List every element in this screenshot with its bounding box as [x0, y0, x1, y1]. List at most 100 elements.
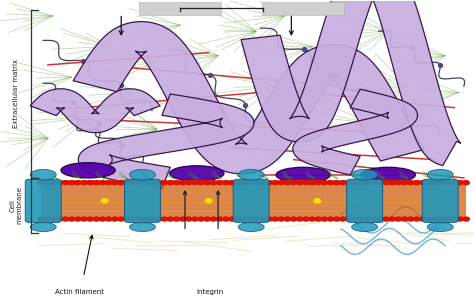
- Circle shape: [241, 181, 247, 185]
- Circle shape: [155, 181, 161, 185]
- FancyBboxPatch shape: [233, 179, 269, 222]
- Ellipse shape: [61, 163, 115, 178]
- Circle shape: [303, 181, 309, 185]
- Circle shape: [395, 217, 401, 221]
- Circle shape: [100, 181, 106, 185]
- Ellipse shape: [361, 167, 415, 183]
- Circle shape: [155, 217, 161, 221]
- Circle shape: [173, 181, 180, 185]
- Circle shape: [180, 181, 186, 185]
- Circle shape: [315, 181, 321, 185]
- Circle shape: [254, 181, 260, 185]
- Circle shape: [124, 217, 130, 221]
- Circle shape: [161, 217, 167, 221]
- Polygon shape: [241, 0, 461, 165]
- Circle shape: [389, 181, 395, 185]
- Circle shape: [340, 181, 346, 185]
- Circle shape: [432, 217, 438, 221]
- Circle shape: [420, 181, 426, 185]
- Ellipse shape: [352, 169, 378, 180]
- Circle shape: [210, 181, 217, 185]
- Circle shape: [346, 217, 352, 221]
- Circle shape: [408, 181, 414, 185]
- Circle shape: [340, 217, 346, 221]
- Circle shape: [167, 217, 173, 221]
- Circle shape: [223, 181, 229, 185]
- Circle shape: [44, 217, 50, 221]
- Circle shape: [87, 217, 93, 221]
- Circle shape: [315, 217, 321, 221]
- Circle shape: [106, 181, 112, 185]
- Ellipse shape: [427, 169, 453, 180]
- Circle shape: [266, 181, 272, 185]
- Ellipse shape: [238, 222, 264, 231]
- Circle shape: [137, 217, 143, 221]
- Ellipse shape: [129, 169, 155, 180]
- Ellipse shape: [276, 167, 330, 183]
- Circle shape: [229, 217, 235, 221]
- Circle shape: [50, 217, 56, 221]
- Circle shape: [93, 217, 100, 221]
- Circle shape: [321, 181, 328, 185]
- Circle shape: [69, 217, 75, 221]
- Circle shape: [420, 217, 426, 221]
- Circle shape: [395, 181, 401, 185]
- Circle shape: [198, 181, 204, 185]
- Circle shape: [149, 217, 155, 221]
- Circle shape: [130, 217, 137, 221]
- Circle shape: [241, 217, 247, 221]
- Circle shape: [377, 217, 383, 221]
- Circle shape: [186, 181, 192, 185]
- Ellipse shape: [352, 222, 378, 231]
- Circle shape: [284, 181, 291, 185]
- Polygon shape: [30, 89, 160, 133]
- Circle shape: [56, 181, 63, 185]
- Circle shape: [291, 181, 297, 185]
- Circle shape: [401, 181, 408, 185]
- Circle shape: [328, 217, 334, 221]
- Ellipse shape: [30, 222, 56, 231]
- Circle shape: [401, 217, 408, 221]
- Circle shape: [414, 181, 420, 185]
- Circle shape: [38, 181, 44, 185]
- Text: Actin filament: Actin filament: [55, 289, 104, 295]
- Circle shape: [254, 217, 260, 221]
- Circle shape: [309, 181, 315, 185]
- Circle shape: [426, 181, 432, 185]
- Circle shape: [463, 217, 469, 221]
- Circle shape: [377, 181, 383, 185]
- Circle shape: [204, 217, 210, 221]
- Text: Extracellular matrix: Extracellular matrix: [13, 59, 19, 128]
- Circle shape: [247, 217, 254, 221]
- Circle shape: [365, 217, 371, 221]
- Circle shape: [247, 181, 254, 185]
- Circle shape: [309, 217, 315, 221]
- Circle shape: [81, 217, 87, 221]
- Polygon shape: [78, 94, 254, 188]
- Polygon shape: [293, 89, 418, 175]
- Circle shape: [217, 217, 223, 221]
- Circle shape: [371, 217, 377, 221]
- FancyBboxPatch shape: [139, 2, 221, 15]
- Circle shape: [291, 217, 297, 221]
- Circle shape: [124, 181, 130, 185]
- Bar: [41, 180, 466, 221]
- Circle shape: [314, 199, 320, 203]
- Circle shape: [266, 217, 272, 221]
- Circle shape: [284, 217, 291, 221]
- Circle shape: [137, 181, 143, 185]
- Circle shape: [272, 217, 278, 221]
- Circle shape: [167, 181, 173, 185]
- Circle shape: [334, 181, 340, 185]
- Circle shape: [445, 181, 451, 185]
- Circle shape: [173, 217, 180, 221]
- FancyBboxPatch shape: [125, 179, 160, 222]
- Circle shape: [451, 217, 457, 221]
- FancyBboxPatch shape: [25, 179, 61, 222]
- Circle shape: [426, 217, 432, 221]
- Circle shape: [112, 217, 118, 221]
- Circle shape: [297, 217, 303, 221]
- Circle shape: [186, 217, 192, 221]
- Circle shape: [180, 217, 186, 221]
- Circle shape: [192, 181, 198, 185]
